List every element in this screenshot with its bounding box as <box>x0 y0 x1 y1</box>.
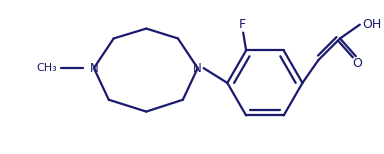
Text: OH: OH <box>362 18 381 31</box>
Text: N: N <box>193 62 202 75</box>
Text: F: F <box>238 18 246 31</box>
Text: O: O <box>352 57 362 70</box>
Text: N: N <box>89 62 98 75</box>
Text: CH₃: CH₃ <box>36 63 57 73</box>
